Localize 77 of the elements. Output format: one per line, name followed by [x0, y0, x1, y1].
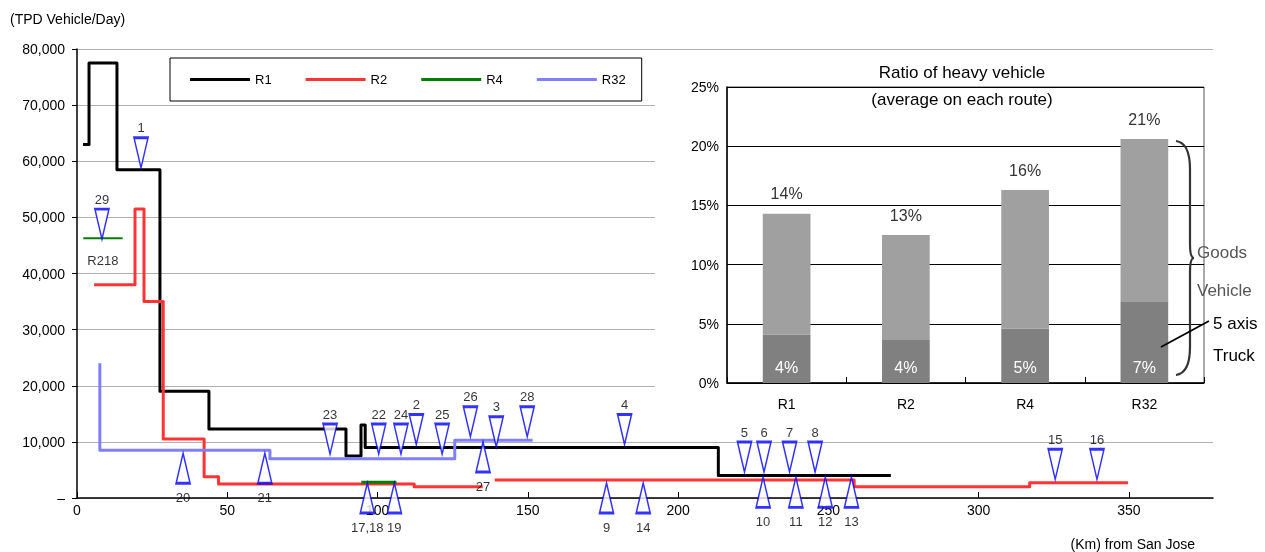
x-tick-label: 50: [219, 502, 236, 518]
chart-subtitle: (average on each route): [871, 90, 1053, 109]
y-tick-label: 15%: [690, 197, 719, 214]
annotation: 13: [844, 513, 859, 529]
annotation: 2: [412, 397, 420, 413]
y-tick-label: 40,000: [22, 265, 66, 282]
bar: [762, 213, 811, 335]
x-axis-title: (Km) from San Jose: [1070, 536, 1196, 552]
x-tick-label: 150: [516, 502, 540, 518]
annotation: 24: [393, 406, 409, 422]
annotation: 26: [463, 389, 478, 405]
y-tick-label: 0%: [698, 375, 719, 391]
x-tick-label: 300: [966, 502, 991, 518]
x-tick-label: 0: [73, 502, 82, 518]
annotation: 6: [760, 424, 768, 440]
bar: [1120, 301, 1169, 383]
total-label: 14%: [770, 185, 803, 203]
annotation: 23: [322, 406, 338, 422]
x-tick-label: R4: [1016, 396, 1035, 412]
y-tick-label: 25%: [690, 79, 719, 95]
bar: [762, 334, 811, 383]
annotation: 7: [785, 424, 794, 440]
chart-title: Ratio of heavy vehicle: [878, 63, 1046, 82]
annotation: 3: [492, 399, 500, 415]
y-tick-label: 30,000: [22, 321, 66, 338]
data-label: 4%: [894, 358, 918, 376]
annotation: 29: [94, 191, 110, 207]
y-tick-label: 70,000: [22, 97, 66, 114]
y-tick-label: 5%: [698, 315, 719, 332]
y-axis-title: (TPD Vehicle/Day): [10, 11, 126, 27]
y-tick-label: 20%: [690, 138, 719, 155]
bar: [1120, 139, 1169, 302]
annotation: 1: [137, 120, 145, 136]
annotation: 10: [755, 513, 771, 529]
annotation: 27: [475, 478, 491, 494]
total-label: 13%: [889, 206, 922, 224]
annotation: 19: [387, 519, 402, 535]
annotation: 15: [1047, 431, 1063, 447]
annotation: 16: [1089, 431, 1105, 447]
annotation: R218: [87, 253, 119, 269]
x-tick-label: 350: [1117, 502, 1141, 518]
bar: [882, 339, 930, 383]
y-tick-label: 20,000: [22, 377, 66, 394]
x-tick-label: 200: [666, 502, 690, 518]
series-label: Goods Vehicle: [1197, 242, 1252, 300]
annotation: 5: [740, 424, 749, 440]
bar: [1001, 328, 1049, 383]
annotation: 22: [371, 406, 386, 422]
data-label: 7%: [1132, 358, 1156, 376]
annotation: 9: [602, 519, 611, 535]
y-tick-label: 50,000: [22, 209, 66, 226]
legend-label: R32: [601, 72, 626, 87]
y-tick-label: 10,000: [22, 433, 66, 450]
annotation: 14: [635, 519, 651, 535]
total-label: 21%: [1128, 110, 1161, 128]
annotation: 8: [811, 424, 819, 440]
annotation: 25: [434, 406, 450, 422]
x-tick-label: R1: [777, 396, 796, 412]
total-label: 16%: [1009, 161, 1042, 179]
legend-label: R1: [255, 72, 272, 87]
legend-label: R4: [486, 72, 503, 87]
annotation: 11: [789, 513, 803, 529]
y-tick-label: 80,000: [22, 41, 66, 57]
legend-label: R2: [370, 72, 388, 87]
y-tick-label: 10%: [690, 256, 719, 273]
y-tick-label: 60,000: [22, 153, 66, 170]
x-tick-label: R2: [896, 396, 916, 412]
y-tick-label: –: [57, 490, 66, 506]
annotation: 28: [519, 389, 535, 405]
bar: [882, 235, 930, 340]
data-label: 5%: [1013, 358, 1037, 376]
annotation: 4: [620, 397, 629, 413]
bar: [1001, 190, 1049, 329]
data-label: 4%: [775, 358, 799, 376]
x-tick-label: R32: [1131, 396, 1158, 412]
text: 5 axis Truck: [1213, 313, 1263, 365]
annotation: 17,18: [351, 519, 384, 535]
